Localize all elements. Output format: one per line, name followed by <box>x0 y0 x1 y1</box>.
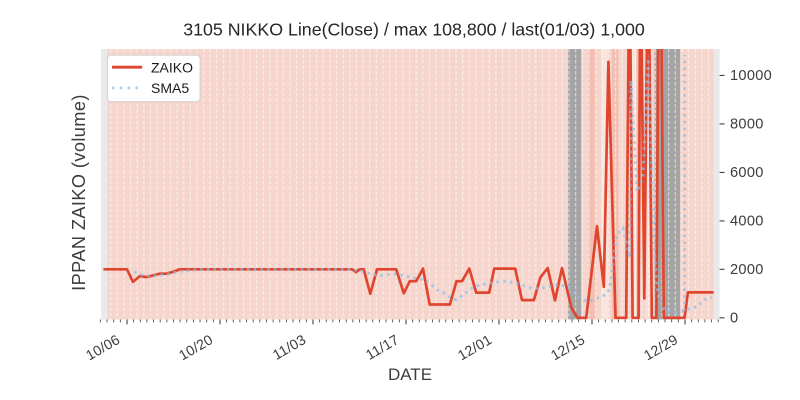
svg-text:IPPAN ZAIKO (volume): IPPAN ZAIKO (volume) <box>69 94 89 291</box>
svg-text:DATE: DATE <box>388 365 432 384</box>
svg-text:0: 0 <box>730 311 738 327</box>
svg-text:3105 NIKKO Line(Close) / max 1: 3105 NIKKO Line(Close) / max 108,800 / l… <box>183 20 645 40</box>
svg-text:10000: 10000 <box>730 68 772 84</box>
svg-text:SMA5: SMA5 <box>151 80 189 96</box>
svg-text:2000: 2000 <box>730 262 764 278</box>
svg-text:ZAIKO: ZAIKO <box>151 59 193 75</box>
svg-text:6000: 6000 <box>730 165 764 181</box>
svg-text:8000: 8000 <box>730 117 764 133</box>
svg-text:4000: 4000 <box>730 214 764 230</box>
